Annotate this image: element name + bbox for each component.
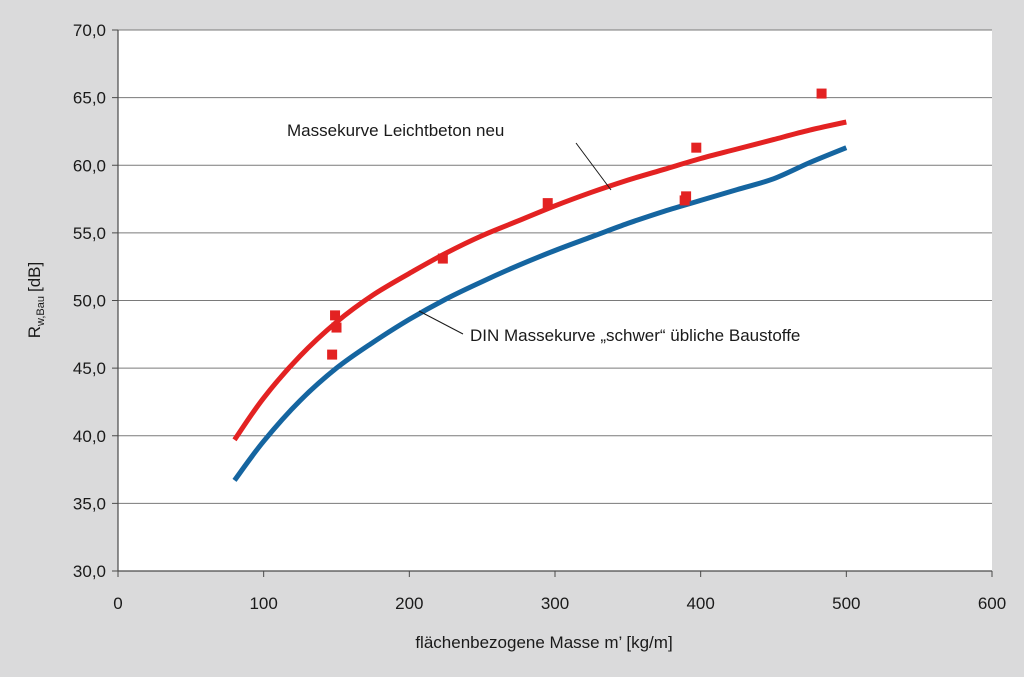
x-tick-label: 300 [541,594,569,613]
y-tick-label: 65,0 [73,89,106,108]
data-point [437,253,448,264]
series-layer [232,88,848,482]
x-tick-labels: 0 100 200 300 400 500 600 [113,594,1006,613]
y-axis-label-unit: [dB] [25,262,44,292]
y-axis-label-main: R [25,326,44,338]
x-tick-label: 100 [249,594,277,613]
data-point [816,88,827,99]
x-tick-label: 500 [832,594,860,613]
y-tick-label: 55,0 [73,224,106,243]
y-tick-label: 40,0 [73,427,106,446]
data-point [327,349,338,360]
x-tick-label: 400 [686,594,714,613]
x-tick-label: 200 [395,594,423,613]
x-axis-label: flächenbezogene Masse m’ [kg/m] [415,633,672,652]
y-tick-label: 45,0 [73,359,106,378]
y-axis-label-subscript: w,Bau [35,296,47,327]
x-tick-label: 600 [978,594,1006,613]
grid [118,29,992,504]
data-point [542,198,553,209]
axes [112,29,993,577]
data-point [330,310,341,321]
annotation-leichtbeton: Massekurve Leichtbeton neu [287,121,504,140]
annotation-din: DIN Massekurve „schwer“ übliche Baustoff… [470,326,800,345]
series-line-1 [232,145,848,482]
leader-line-leichtbeton [575,142,612,191]
y-tick-label: 70,0 [73,21,106,40]
data-point [681,191,692,202]
data-point [691,142,702,153]
y-tick-label: 30,0 [73,562,106,581]
annotation-layer: Massekurve Leichtbeton neu DIN Massekurve… [287,121,800,345]
y-axis-label: Rw,Bau [dB] [25,262,47,339]
leader-line-din [418,310,464,335]
data-point [331,322,342,333]
y-tick-label: 50,0 [73,292,106,311]
y-tick-labels: 30,0 35,0 40,0 45,0 50,0 55,0 60,0 65,0 70,0 [73,21,106,581]
y-tick-label: 60,0 [73,156,106,175]
y-tick-label: 35,0 [73,494,106,513]
x-tick-label: 0 [113,594,122,613]
